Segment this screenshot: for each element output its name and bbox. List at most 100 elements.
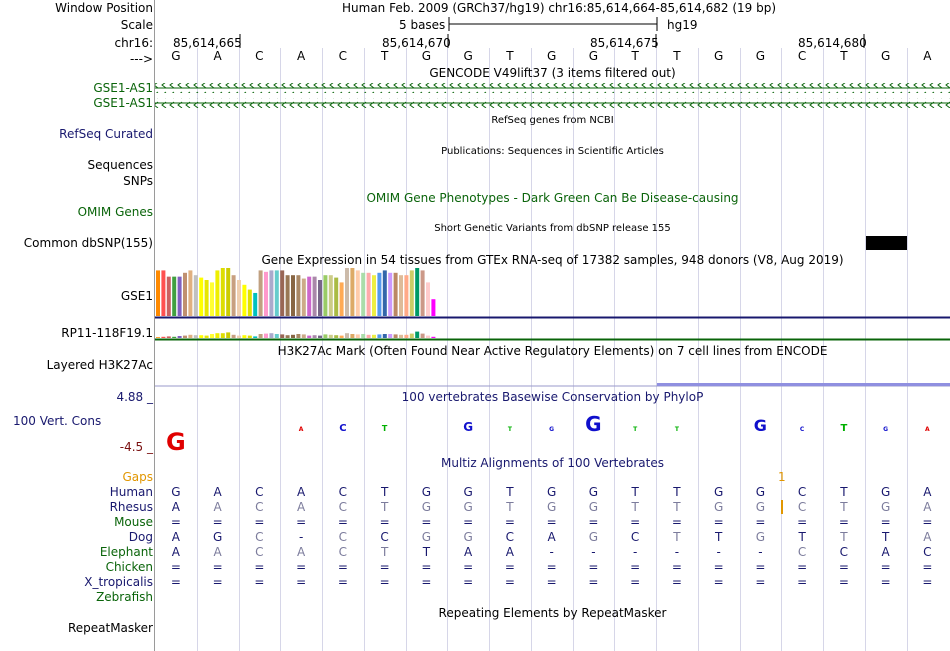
gencode-item-label[interactable]: GSE1-AS1	[93, 81, 153, 95]
alignment-species-label[interactable]: Chicken	[105, 560, 153, 574]
phylop-base-logo: T	[675, 426, 680, 433]
alignment-base: T	[380, 500, 389, 514]
gtex-gene-label-rp11[interactable]: RP11-118F19.1	[61, 326, 153, 340]
gtex-bar-gse1	[350, 268, 355, 316]
alignment-base: =	[797, 560, 808, 574]
dna-base: C	[797, 49, 807, 63]
gtex-bar-rp11	[420, 333, 425, 338]
gtex-bar-rp11	[361, 334, 366, 338]
scale-bar	[239, 17, 865, 48]
ruler-tick-label: 85,614,665	[173, 36, 242, 50]
alignment-base: =	[379, 575, 390, 589]
refseq-track-label[interactable]: RefSeq Curated	[59, 127, 153, 141]
gtex-bar-gse1	[291, 275, 295, 316]
alignment-species-label[interactable]: Mouse	[114, 515, 153, 529]
alignment-base: =	[337, 575, 348, 589]
dna-base: G	[588, 49, 599, 63]
gtex-bar-rp11	[264, 333, 268, 338]
alignment-base: =	[504, 560, 515, 574]
scale-db: hg19	[667, 18, 698, 32]
phylop-base-logo: C	[339, 423, 346, 434]
dna-base: G	[463, 49, 473, 63]
alignment-base: =	[880, 560, 891, 574]
gencode-gene-features[interactable]	[0, 0, 950, 120]
dna-base: A	[923, 49, 932, 63]
alignment-base: -	[298, 530, 304, 544]
gtex-gene-label-gse1[interactable]: GSE1	[120, 289, 153, 303]
phylop-track-title: 100 vertebrates Basewise Conservation by…	[401, 390, 704, 404]
alignment-base: =	[713, 560, 724, 574]
phylop-base-logo: G	[883, 426, 888, 433]
alignment-base: A	[923, 500, 932, 514]
gtex-bar-gse1	[388, 272, 393, 316]
gtex-bar-rp11	[258, 334, 263, 338]
alignment-base: T	[380, 485, 389, 499]
gtex-bar-rp11	[291, 334, 295, 338]
gtex-bar-gse1	[296, 275, 301, 316]
alignment-base: =	[755, 515, 766, 529]
alignment-base: G	[212, 530, 223, 544]
alignment-base: G	[171, 485, 181, 499]
alignment-base: A	[297, 500, 306, 514]
gtex-bar-rp11	[350, 334, 355, 338]
alignment-species-label[interactable]: Rhesus	[109, 500, 153, 514]
scale-label: Scale	[120, 18, 153, 32]
gtex-bar-gse1	[226, 268, 231, 316]
alignment-base: -	[591, 545, 596, 559]
alignment-base: G	[463, 485, 473, 499]
alignment-base: A	[171, 545, 180, 559]
alignment-base: =	[630, 575, 641, 589]
strand-arrow-label: --->	[129, 52, 153, 66]
gtex-bar-gse1	[307, 276, 312, 316]
alignment-base: C	[255, 500, 264, 514]
gtex-bar-rp11	[215, 333, 220, 338]
dna-base: T	[673, 49, 681, 63]
gtex-bar-rp11	[312, 335, 317, 338]
phylop-track-label[interactable]: 100 Vert. Cons	[13, 414, 102, 428]
alignment-species-label[interactable]: Zebrafish	[96, 590, 153, 604]
alignment-species-label[interactable]: X_tropicalis	[84, 575, 153, 589]
alignment-base: T	[840, 530, 848, 544]
gtex-bar-rp11	[269, 333, 274, 338]
alignment-base: =	[713, 515, 724, 529]
refseq-track-title: RefSeq genes from NCBI	[491, 115, 614, 126]
label-column-divider	[154, 0, 155, 651]
alignment-base: A	[171, 530, 180, 544]
alignment-base: -	[632, 545, 638, 559]
alignment-base: =	[254, 575, 265, 589]
gencode-item-label[interactable]: GSE1-AS1	[93, 96, 153, 110]
alignment-base: -	[716, 545, 721, 559]
alignment-base: A	[213, 545, 222, 559]
dbsnp-track-label[interactable]: Common dbSNP(155)	[23, 236, 153, 250]
gtex-bar-gse1	[328, 275, 333, 316]
alignment-base: =	[421, 515, 432, 529]
alignment-base: G	[463, 530, 473, 544]
alignment-species-label[interactable]: Elephant	[99, 545, 153, 559]
alignment-species-label[interactable]: Dog	[128, 530, 153, 544]
dna-base: G	[755, 49, 766, 63]
dbsnp-variant-feature[interactable]	[866, 236, 907, 250]
gtex-bar-gse1	[253, 292, 258, 316]
h3k27ac-track-label[interactable]: Layered H3K27Ac	[46, 358, 153, 372]
omim-track-label[interactable]: OMIM Genes	[77, 205, 153, 219]
repeatmasker-track-label[interactable]: RepeatMasker	[67, 621, 153, 635]
dna-base: C	[338, 49, 348, 63]
phylop-base-logo: T	[508, 426, 513, 433]
publications-track-label[interactable]: Sequences	[87, 158, 153, 172]
alignment-base: =	[922, 575, 933, 589]
dna-base: G	[421, 49, 432, 63]
alignment-species-label[interactable]: Human	[109, 485, 153, 499]
alignment-base: =	[421, 560, 432, 574]
alignment-base: T	[631, 500, 639, 514]
alignment-base: =	[880, 575, 891, 589]
snps-track-label[interactable]: SNPs	[123, 174, 153, 188]
gtex-bar-rp11	[328, 334, 333, 338]
alignment-base: =	[922, 560, 933, 574]
gtex-bar-gse1	[258, 270, 263, 316]
gtex-bar-rp11	[355, 334, 360, 338]
h3k27ac-track-title: H3K27Ac Mark (Often Found Near Active Re…	[277, 344, 828, 358]
gtex-bar-rp11	[193, 335, 198, 338]
